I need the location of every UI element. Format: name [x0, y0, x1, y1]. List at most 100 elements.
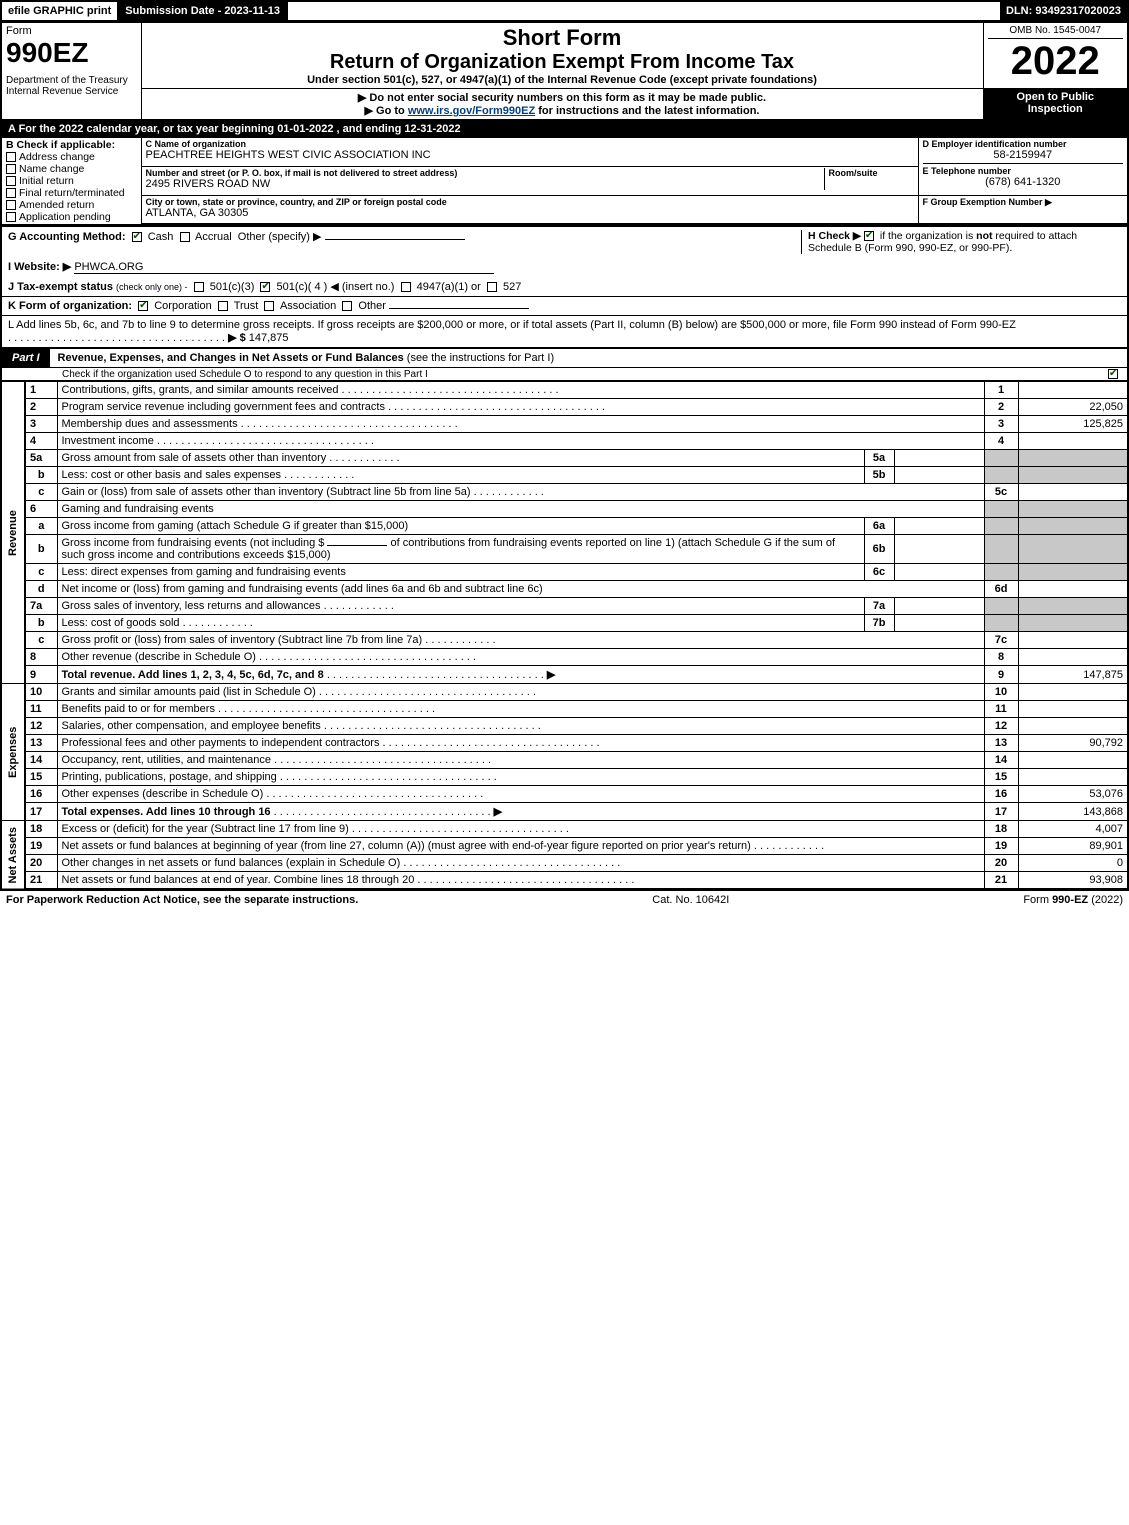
line-7b-num-shaded — [984, 615, 1018, 632]
footer-right-form: 990-EZ — [1052, 894, 1088, 906]
chk-amended-return[interactable]: Amended return — [6, 199, 137, 211]
box-b-heading: B Check if applicable: — [6, 139, 137, 151]
part-1-title: Revenue, Expenses, and Changes in Net As… — [58, 352, 404, 364]
line-1-desc: Contributions, gifts, grants, and simila… — [62, 384, 339, 396]
footer-right-pre: Form — [1023, 894, 1052, 906]
return-title: Return of Organization Exempt From Incom… — [146, 51, 979, 74]
tax-year: 2022 — [988, 39, 1124, 84]
line-14-num: 14 — [984, 752, 1018, 769]
chk-other-org[interactable] — [342, 301, 352, 311]
org-name: PEACHTREE HEIGHTS WEST CIVIC ASSOCIATION… — [146, 149, 914, 161]
line-12-num: 12 — [984, 718, 1018, 735]
phone-label: E Telephone number — [923, 163, 1124, 176]
line-18-desc: Excess or (deficit) for the year (Subtra… — [62, 823, 349, 835]
part-1-subheader: Check if the organization used Schedule … — [0, 368, 1129, 381]
chk-accrual[interactable] — [180, 232, 190, 242]
group-exemption-label: F Group Exemption Number ▶ — [923, 197, 1124, 208]
row-h-text1: if the organization is — [880, 230, 976, 242]
part-1-title-suffix: (see the instructions for Part I) — [407, 352, 554, 364]
chk-schedule-b[interactable] — [864, 231, 874, 241]
chk-initial-return[interactable]: Initial return — [6, 175, 137, 187]
line-10-desc: Grants and similar amounts paid (list in… — [62, 686, 316, 698]
line-4-num: 4 — [984, 433, 1018, 450]
chk-schedule-o[interactable] — [1108, 369, 1118, 379]
chk-501c3[interactable] — [194, 282, 204, 292]
part-1-header: Part I Revenue, Expenses, and Changes in… — [0, 349, 1129, 368]
opt-527: 527 — [503, 281, 521, 293]
line-6c-desc: Less: direct expenses from gaming and fu… — [62, 566, 346, 578]
line-7b-subval — [894, 615, 984, 632]
row-l: L Add lines 5b, 6c, and 7b to line 9 to … — [0, 316, 1129, 349]
website-label: I Website: ▶ — [8, 261, 71, 273]
opt-4947: 4947(a)(1) or — [417, 281, 481, 293]
expenses-section-label: Expenses — [1, 684, 25, 821]
line-18-num: 18 — [984, 821, 1018, 838]
no-ssn-warning: ▶ Do not enter social security numbers o… — [146, 91, 979, 104]
chk-4947[interactable] — [401, 282, 411, 292]
line-14-no: 14 — [25, 752, 57, 769]
open-public-inspection: Open to Public Inspection — [983, 89, 1128, 121]
line-2-desc: Program service revenue including govern… — [62, 401, 385, 413]
footer-left: For Paperwork Reduction Act Notice, see … — [6, 894, 358, 906]
line-3-num: 3 — [984, 416, 1018, 433]
chk-trust[interactable] — [218, 301, 228, 311]
line-2-num: 2 — [984, 399, 1018, 416]
line-7b-desc: Less: cost of goods sold — [62, 617, 180, 629]
chk-corporation[interactable] — [138, 301, 148, 311]
line-2-no: 2 — [25, 399, 57, 416]
line-15-num: 15 — [984, 769, 1018, 786]
line-6c-sub: 6c — [864, 564, 894, 581]
line-16-no: 16 — [25, 786, 57, 803]
line-7a-amt-shaded — [1018, 598, 1128, 615]
line-5c-num: 5c — [984, 484, 1018, 501]
top-spacer — [288, 2, 1000, 20]
chk-name-change-label: Name change — [19, 163, 84, 175]
accounting-method-label: G Accounting Method: — [8, 231, 126, 243]
chk-application-pending[interactable]: Application pending — [6, 211, 137, 223]
line-10-amt — [1018, 684, 1128, 701]
line-8-no: 8 — [25, 649, 57, 666]
chk-name-change[interactable]: Name change — [6, 163, 137, 175]
goto-post: for instructions and the latest informat… — [535, 105, 759, 117]
line-8-desc: Other revenue (describe in Schedule O) — [62, 651, 256, 663]
line-3-amt: 125,825 — [1018, 416, 1128, 433]
line-10-num: 10 — [984, 684, 1018, 701]
line-11-amt — [1018, 701, 1128, 718]
opt-other-org: Other — [358, 300, 386, 312]
chk-initial-return-label: Initial return — [19, 175, 74, 187]
chk-527[interactable] — [487, 282, 497, 292]
line-21-no: 21 — [25, 872, 57, 890]
irs-link[interactable]: www.irs.gov/Form990EZ — [408, 105, 535, 117]
line-6-desc: Gaming and fundraising events — [57, 501, 984, 518]
row-h-label: H Check ▶ — [808, 230, 861, 242]
part-1-lines: Revenue 1 Contributions, gifts, grants, … — [0, 381, 1129, 890]
line-7b-no: b — [25, 615, 57, 632]
line-6c-amt-shaded — [1018, 564, 1128, 581]
netassets-section-label: Net Assets — [1, 821, 25, 890]
short-form-title: Short Form — [146, 25, 979, 51]
chk-501c[interactable] — [260, 282, 270, 292]
line-9-desc: Total revenue. Add lines 1, 2, 3, 4, 5c,… — [62, 669, 324, 681]
line-11-no: 11 — [25, 701, 57, 718]
dept-treasury: Department of the Treasury — [6, 75, 137, 86]
line-21-num: 21 — [984, 872, 1018, 890]
chk-address-change[interactable]: Address change — [6, 151, 137, 163]
opt-501c3: 501(c)(3) — [210, 281, 255, 293]
cash-label: Cash — [148, 231, 174, 243]
line-17-amt: 143,868 — [1018, 803, 1128, 821]
line-16-desc: Other expenses (describe in Schedule O) — [62, 788, 264, 800]
line-1-amt — [1018, 382, 1128, 399]
line-6a-desc: Gross income from gaming (attach Schedul… — [62, 520, 409, 532]
line-5c-desc: Gain or (loss) from sale of assets other… — [62, 486, 471, 498]
row-l-amount: 147,875 — [249, 332, 289, 344]
line-12-no: 12 — [25, 718, 57, 735]
line-7a-num-shaded — [984, 598, 1018, 615]
chk-final-return[interactable]: Final return/terminated — [6, 187, 137, 199]
chk-association[interactable] — [264, 301, 274, 311]
line-6d-desc: Net income or (loss) from gaming and fun… — [62, 583, 543, 595]
efile-label[interactable]: efile GRAPHIC print — [2, 2, 119, 20]
chk-cash[interactable] — [132, 232, 142, 242]
phone-value: (678) 641-1320 — [923, 176, 1124, 188]
line-9-amt: 147,875 — [1018, 666, 1128, 684]
row-k: K Form of organization: Corporation Trus… — [0, 297, 1129, 316]
